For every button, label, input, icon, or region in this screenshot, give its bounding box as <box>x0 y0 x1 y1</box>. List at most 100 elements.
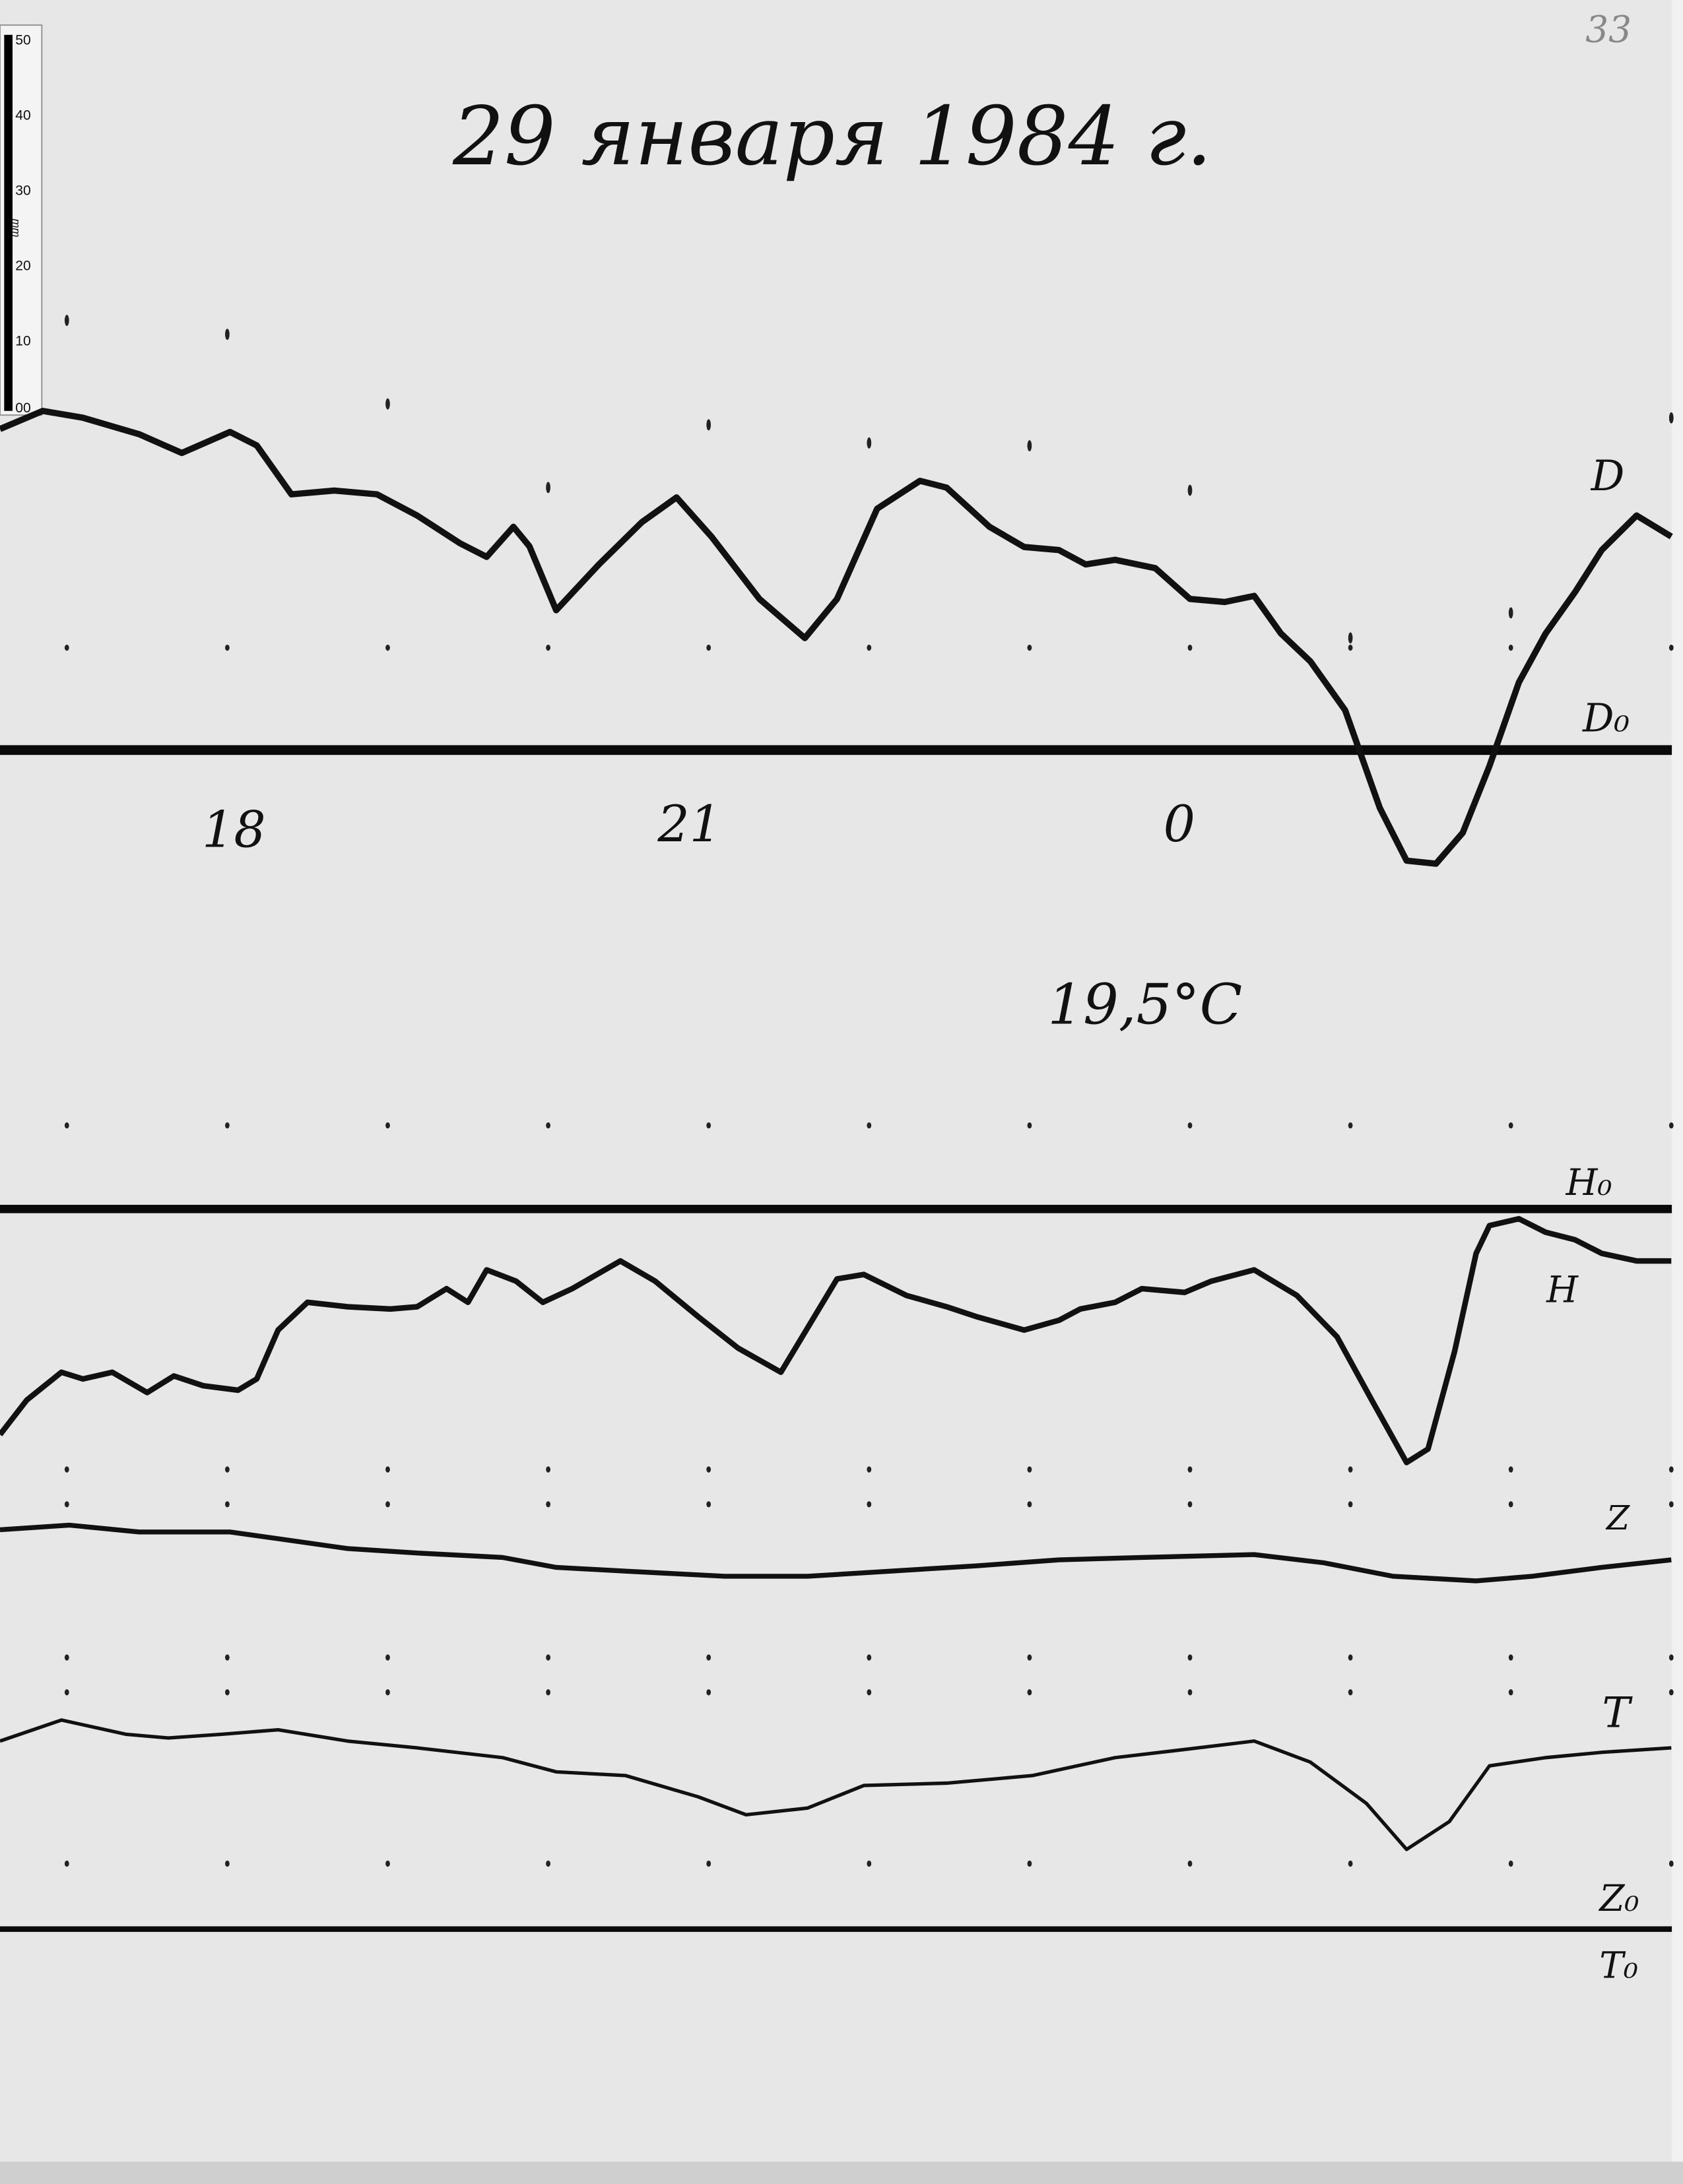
hour-mark-1900-2 <box>385 1122 390 1129</box>
series-label-H: H <box>1546 1269 1579 1311</box>
hour-mark-2100-0 <box>706 419 711 431</box>
hour-mark-2300-5 <box>1027 1654 1032 1661</box>
hour-mark-1900-0 <box>385 398 390 410</box>
paper-edge <box>1672 0 1683 2184</box>
hour-mark-1800-2 <box>225 1122 230 1129</box>
hour-mark-1800-1 <box>225 644 230 651</box>
hour-mark-0000-2 <box>1187 1122 1193 1129</box>
hour-mark-0200-2 <box>1508 1122 1513 1129</box>
hour-mark-2000-3 <box>546 1466 550 1473</box>
temperature-label: 19,5°C <box>1047 973 1242 1037</box>
hour-mark-2300-1 <box>1027 644 1032 651</box>
hour-mark-0000-3 <box>1187 1466 1193 1473</box>
baseline-label-H0: H₀ <box>1566 1161 1612 1204</box>
hour-mark-2000-0 <box>546 482 550 494</box>
baseline-Z0-T0 <box>0 1926 1672 1932</box>
hour-marks <box>64 315 1674 1867</box>
hour-mark-0000-6 <box>1187 1689 1193 1696</box>
hour-mark-0300-5 <box>1668 1654 1674 1661</box>
ruler-tick-10: 10 <box>15 334 30 349</box>
hour-mark-2200-0 <box>867 437 872 449</box>
hour-mark-0200-6 <box>1508 1689 1513 1696</box>
hour-mark-2200-4 <box>867 1501 872 1508</box>
hour-mark-2000-1 <box>546 644 550 651</box>
hour-mark-0100-7 <box>1348 1860 1353 1867</box>
ruler-tick-50: 50 <box>15 33 30 48</box>
series-label-T: T <box>1602 1688 1634 1737</box>
trace-H <box>0 1215 1672 1465</box>
hour-mark-0100-5 <box>1348 1654 1353 1661</box>
baseline-D0 <box>0 745 1672 755</box>
hour-mark-1700-3 <box>64 1466 69 1473</box>
hour-mark-0300-7 <box>1668 1860 1674 1867</box>
hour-mark-2100-6 <box>706 1689 711 1696</box>
mm-ruler: 50 40 30 mm 20 10 00 <box>0 24 43 416</box>
hour-mark-1800-0 <box>225 329 230 340</box>
ruler-tick-20: 20 <box>15 259 30 274</box>
hour-mark-0000-0 <box>1187 484 1193 496</box>
hour-mark-2000-6 <box>546 1689 550 1696</box>
hour-mark-0100-1 <box>1348 644 1353 651</box>
hour-mark-2300-2 <box>1027 1122 1032 1129</box>
hour-mark-2200-2 <box>867 1122 872 1129</box>
hour-mark-0100-4 <box>1348 1501 1353 1508</box>
hour-mark-0300-0 <box>1668 412 1674 424</box>
hour-mark-1900-7 <box>385 1860 390 1867</box>
ruler-tick-30: 30 <box>15 183 30 199</box>
x-tick-label-18: 18 <box>202 800 266 858</box>
hour-mark-2200-5 <box>867 1654 872 1661</box>
series-label-D: D <box>1591 451 1625 500</box>
x-tick-label-21: 21 <box>657 794 721 853</box>
hour-mark-2300-3 <box>1027 1466 1032 1473</box>
hour-mark-2100-4 <box>706 1501 711 1508</box>
hour-mark-2100-3 <box>706 1466 711 1473</box>
hour-mark-0200-4 <box>1508 1501 1513 1508</box>
hour-mark-0300-2 <box>1668 1122 1674 1129</box>
hour-mark-0000-4 <box>1187 1501 1193 1508</box>
hour-mark-0200-5 <box>1508 1654 1513 1661</box>
trace-D <box>0 408 1673 867</box>
x-tick-label-0: 0 <box>1164 794 1195 853</box>
hour-mark-2300-4 <box>1027 1501 1032 1508</box>
hour-mark-1900-5 <box>385 1654 390 1661</box>
hour-mark-2200-7 <box>867 1860 872 1867</box>
trace-Z <box>0 1522 1672 1584</box>
hour-mark-0300-1 <box>1668 644 1674 651</box>
hour-mark-2300-0 <box>1027 440 1032 451</box>
hour-mark-0100-2 <box>1348 1122 1353 1129</box>
hour-mark-1700-4 <box>64 1501 69 1508</box>
hour-mark-2300-7 <box>1027 1860 1032 1867</box>
hour-mark-2200-6 <box>867 1689 872 1696</box>
hour-mark-2200-3 <box>867 1466 872 1473</box>
hour-mark-2000-4 <box>546 1501 550 1508</box>
baseline-H0 <box>0 1204 1672 1213</box>
page-number: 33 <box>1585 8 1632 50</box>
hour-mark-2100-5 <box>706 1654 711 1661</box>
hour-mark-2000-7 <box>546 1860 550 1867</box>
bottom-edge <box>0 2162 1683 2184</box>
hour-mark-0100-6 <box>1348 1689 1353 1696</box>
hour-mark-1800-4 <box>225 1501 230 1508</box>
chart-title: 29 января 1984 г. <box>452 89 1212 183</box>
hour-mark-2000-2 <box>546 1122 550 1129</box>
hour-mark-0200-0 <box>1508 607 1513 619</box>
hour-mark-1800-5 <box>225 1654 230 1661</box>
hour-mark-0200-1 <box>1508 644 1513 651</box>
hour-mark-1900-4 <box>385 1501 390 1508</box>
ruler-tick-00: 00 <box>15 401 30 416</box>
ruler-unit: mm <box>10 218 22 237</box>
hour-mark-0300-6 <box>1668 1689 1674 1696</box>
hour-mark-2000-5 <box>546 1654 550 1661</box>
hour-mark-0100-0 <box>1348 632 1353 644</box>
baseline-label-T0: T₀ <box>1599 1944 1638 1987</box>
baseline-label-Z0: Z₀ <box>1598 1877 1639 1919</box>
traces <box>0 408 1673 1851</box>
hour-mark-1700-7 <box>64 1860 69 1867</box>
hour-mark-2300-6 <box>1027 1689 1032 1696</box>
hour-mark-1700-2 <box>64 1122 69 1129</box>
trace-T <box>0 1718 1672 1851</box>
hour-mark-1700-5 <box>64 1654 69 1661</box>
